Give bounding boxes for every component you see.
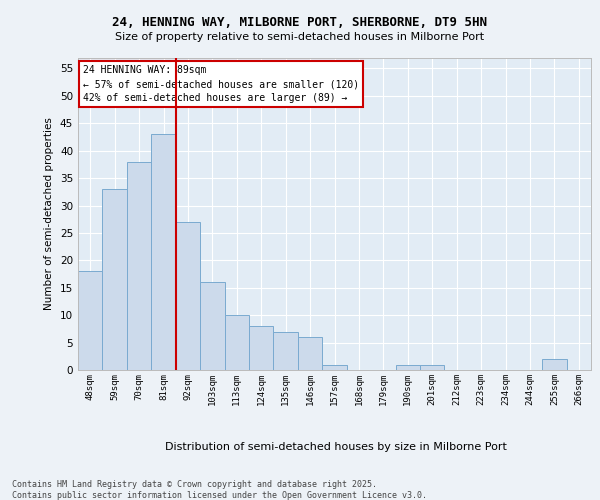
Bar bbox=[176, 222, 200, 370]
Bar bbox=[127, 162, 151, 370]
Bar bbox=[151, 134, 176, 370]
Y-axis label: Number of semi-detached properties: Number of semi-detached properties bbox=[44, 118, 55, 310]
Bar bbox=[78, 272, 103, 370]
Bar bbox=[200, 282, 224, 370]
Bar bbox=[395, 364, 420, 370]
Bar bbox=[420, 364, 445, 370]
Text: Contains HM Land Registry data © Crown copyright and database right 2025.
Contai: Contains HM Land Registry data © Crown c… bbox=[12, 480, 427, 500]
Text: 24, HENNING WAY, MILBORNE PORT, SHERBORNE, DT9 5HN: 24, HENNING WAY, MILBORNE PORT, SHERBORN… bbox=[113, 16, 487, 29]
Bar bbox=[274, 332, 298, 370]
Text: Size of property relative to semi-detached houses in Milborne Port: Size of property relative to semi-detach… bbox=[115, 32, 485, 42]
Bar bbox=[224, 315, 249, 370]
Bar bbox=[542, 359, 566, 370]
Bar bbox=[322, 364, 347, 370]
Bar bbox=[103, 189, 127, 370]
Text: 24 HENNING WAY: 89sqm
← 57% of semi-detached houses are smaller (120)
42% of sem: 24 HENNING WAY: 89sqm ← 57% of semi-deta… bbox=[83, 66, 359, 104]
Bar bbox=[298, 337, 322, 370]
Bar bbox=[249, 326, 274, 370]
Text: Distribution of semi-detached houses by size in Milborne Port: Distribution of semi-detached houses by … bbox=[165, 442, 507, 452]
